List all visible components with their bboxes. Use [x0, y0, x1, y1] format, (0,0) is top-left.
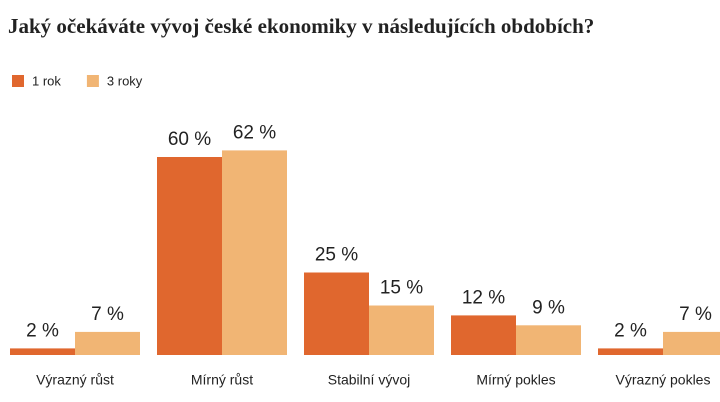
value-label: 62 %	[233, 122, 276, 143]
value-label: 7 %	[91, 304, 124, 325]
legend-swatch	[86, 75, 99, 87]
value-label: 2 %	[614, 320, 647, 341]
bar	[516, 325, 581, 355]
value-label: 60 %	[168, 129, 211, 150]
x-tick-label: Výrazný růst	[36, 372, 114, 388]
bar	[222, 150, 287, 355]
x-tick-label: Mírný pokles	[476, 372, 555, 388]
value-label: 2 %	[26, 320, 59, 341]
value-label: 7 %	[679, 304, 712, 325]
legend-swatch	[12, 75, 24, 87]
bar	[598, 348, 663, 355]
legend-label: 1 rok	[32, 73, 61, 88]
value-label: 12 %	[462, 287, 505, 308]
bar	[10, 348, 75, 355]
legend-label: 3 roky	[107, 73, 143, 88]
chart-title: Jaký očekáváte vývoj české ekonomiky v n…	[8, 14, 594, 38]
bar	[75, 331, 140, 355]
bar	[304, 272, 369, 355]
value-label: 15 %	[380, 278, 423, 299]
x-tick-label: Výrazný pokles	[616, 372, 711, 388]
value-label: 9 %	[532, 297, 565, 318]
x-tick-label: Stabilní vývoj	[328, 372, 410, 388]
value-label: 25 %	[315, 245, 358, 266]
x-tick-label: Mírný růst	[191, 372, 253, 388]
bar	[369, 305, 434, 355]
bar	[157, 157, 222, 355]
bar	[663, 331, 720, 355]
bar	[451, 315, 516, 355]
